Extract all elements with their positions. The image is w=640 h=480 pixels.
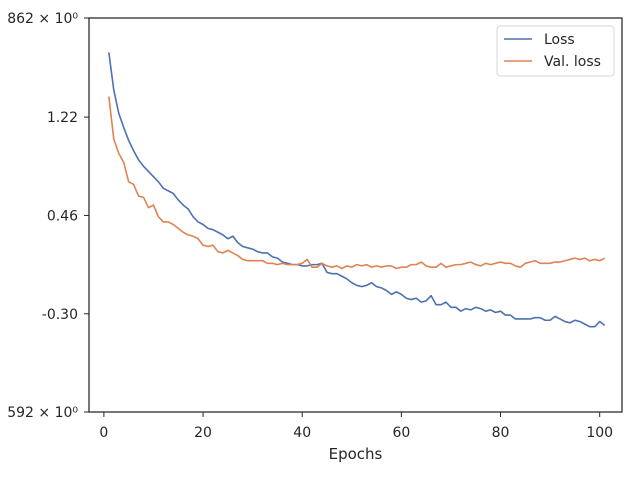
legend-label: Loss (544, 32, 575, 48)
y-tick-label: 0.46 (47, 208, 78, 224)
legend-label: Val. loss (544, 54, 601, 70)
x-tick-label: 100 (586, 425, 613, 441)
x-tick-label: 0 (99, 425, 108, 441)
x-tick-label: 40 (293, 425, 311, 441)
legend: Loss Val. loss (496, 25, 615, 77)
series-line-val-loss (108, 96, 606, 270)
y-axis-ticks: 592 × 10⁰ -0.30 0.46 1.22 862 × 10⁰ (7, 11, 89, 421)
x-axis-ticks: 0 20 40 60 80 100 (99, 412, 613, 441)
axes-layer (88, 17, 623, 413)
x-axis-label: Epochs (329, 445, 383, 463)
series-line-loss (108, 52, 606, 328)
y-tick-label: 592 × 10⁰ (7, 405, 78, 421)
series-layer (108, 52, 606, 328)
y-tick-label: 1.22 (47, 110, 78, 126)
axes-frame (88, 17, 623, 413)
x-tick-label: 80 (492, 425, 510, 441)
y-tick-label: -0.30 (42, 307, 78, 323)
x-tick-label: 20 (194, 425, 212, 441)
x-tick-label: 60 (392, 425, 410, 441)
y-tick-label: 862 × 10⁰ (7, 11, 78, 27)
